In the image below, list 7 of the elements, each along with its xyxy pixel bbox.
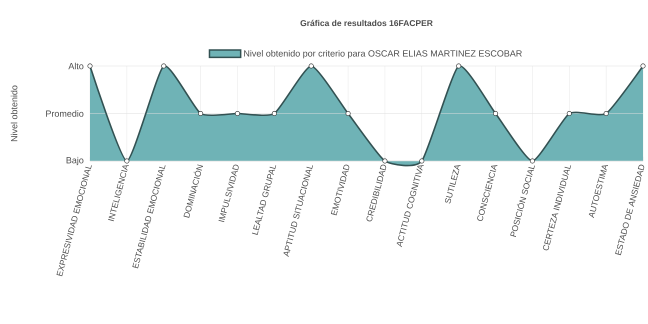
ref-line-label: Promedio [46,110,84,117]
x-tick-label: LEALTAD GRUPAL [252,165,276,235]
ref-line-label: Bajo [66,156,84,166]
y-axis-title: Nivel obtenido [10,85,18,142]
chart-title: Gráfica de resultados 16FACPER [300,20,433,26]
legend-label: Nivel obtenido por criterio para OSCAR ELIAS MARTINEZ ESCOBAR [244,50,522,58]
ref-line-label: Alto [68,62,84,70]
